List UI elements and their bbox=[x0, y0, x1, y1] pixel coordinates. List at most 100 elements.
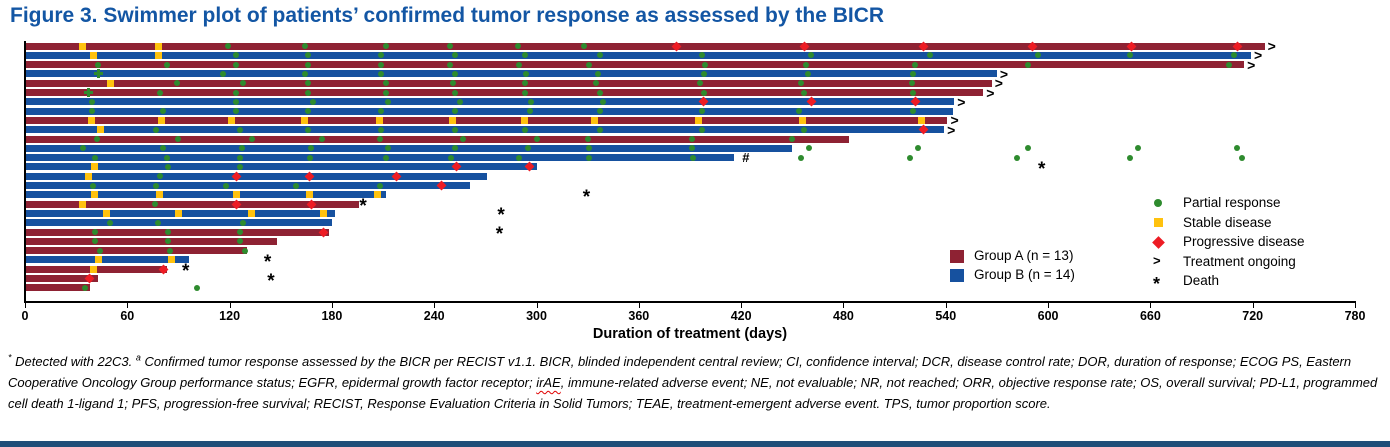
marker-partial-response bbox=[165, 229, 172, 235]
marker-partial-response bbox=[460, 136, 467, 142]
marker-partial-response bbox=[1024, 61, 1031, 68]
marker-partial-response bbox=[516, 61, 523, 68]
treatment-ongoing-arrow: > bbox=[1247, 56, 1256, 73]
treatment-ongoing-arrow: > bbox=[950, 112, 959, 129]
marker-partial-response bbox=[91, 238, 98, 245]
marker-stable-disease bbox=[106, 79, 114, 87]
patient-bar bbox=[25, 51, 1251, 59]
marker-partial-response bbox=[90, 182, 97, 189]
death-asterisk: * bbox=[263, 251, 272, 273]
marker-partial-response bbox=[305, 108, 312, 115]
marker-partial-response bbox=[514, 43, 521, 49]
patient-bar bbox=[25, 284, 90, 292]
x-tick bbox=[1355, 302, 1356, 308]
marker-partial-response bbox=[153, 126, 160, 133]
marker-stable-disease bbox=[918, 116, 926, 124]
marker-green-plus bbox=[83, 88, 93, 97]
y-axis-line bbox=[24, 41, 26, 301]
x-axis-title: Duration of treatment (days) bbox=[592, 326, 788, 342]
marker-stable-disease bbox=[174, 209, 182, 217]
marker-partial-response bbox=[233, 89, 240, 96]
death-asterisk: * bbox=[181, 261, 190, 283]
marker-partial-response bbox=[236, 238, 243, 245]
marker-partial-response bbox=[908, 80, 915, 87]
marker-partial-response bbox=[596, 108, 603, 115]
marker-partial-response bbox=[160, 145, 167, 152]
marker-stable-disease bbox=[248, 209, 256, 217]
marker-partial-response bbox=[1024, 145, 1031, 152]
marker-partial-response bbox=[378, 108, 385, 115]
marker-stable-disease bbox=[89, 51, 97, 59]
x-tick bbox=[25, 302, 26, 308]
marker-partial-response bbox=[378, 70, 385, 77]
death-asterisk: * bbox=[359, 196, 367, 218]
legend-partial-response-icon bbox=[1154, 199, 1162, 207]
marker-partial-response bbox=[308, 145, 315, 152]
marker-partial-response bbox=[305, 126, 312, 133]
marker-partial-response bbox=[236, 154, 243, 161]
marker-partial-response bbox=[586, 154, 593, 161]
marker-partial-response bbox=[593, 80, 600, 87]
marker-partial-response bbox=[516, 154, 523, 161]
marker-partial-response bbox=[927, 52, 934, 59]
footnote-text: , immune-related adverse event; NE, not … bbox=[8, 375, 1378, 411]
legend-sd-label: Stable disease bbox=[1183, 214, 1272, 230]
patient-bar bbox=[25, 42, 1265, 50]
patient-bar bbox=[25, 182, 471, 189]
marker-stable-disease bbox=[306, 191, 314, 199]
death-asterisk: * bbox=[1037, 158, 1046, 180]
patient-bar bbox=[25, 89, 984, 96]
marker-partial-response bbox=[526, 108, 533, 115]
marker-partial-response bbox=[451, 52, 458, 59]
marker-partial-response bbox=[451, 70, 458, 77]
patient-bar bbox=[25, 79, 992, 87]
marker-partial-response bbox=[93, 136, 100, 142]
x-tick bbox=[1252, 302, 1254, 308]
x-tick bbox=[638, 302, 640, 308]
marker-partial-response bbox=[1126, 52, 1133, 59]
marker-stable-disease bbox=[154, 51, 162, 59]
marker-partial-response bbox=[310, 98, 317, 105]
patient-bar bbox=[25, 107, 953, 115]
treatment-ongoing-arrow: > bbox=[1267, 38, 1276, 54]
marker-partial-response bbox=[160, 108, 167, 115]
marker-partial-response bbox=[521, 89, 528, 96]
marker-stable-disease bbox=[157, 116, 165, 124]
marker-partial-response bbox=[915, 145, 922, 152]
marker-stable-disease bbox=[84, 172, 92, 180]
marker-partial-response bbox=[385, 98, 392, 105]
marker-partial-response bbox=[318, 136, 325, 142]
marker-partial-response bbox=[451, 89, 458, 96]
marker-partial-response bbox=[305, 52, 312, 59]
marker-partial-response bbox=[301, 43, 308, 49]
x-tick bbox=[331, 302, 333, 308]
marker-partial-response bbox=[449, 80, 456, 87]
marker-stable-disease bbox=[89, 265, 97, 273]
marker-partial-response bbox=[79, 145, 86, 152]
marker-partial-response bbox=[521, 80, 528, 87]
treatment-ongoing-arrow: > bbox=[957, 93, 966, 110]
marker-partial-response bbox=[586, 61, 593, 68]
x-tick-label: 120 bbox=[219, 309, 241, 323]
marker-partial-response bbox=[238, 145, 245, 152]
marker-partial-response bbox=[446, 61, 453, 68]
x-tick-label: 0 bbox=[21, 309, 29, 323]
patient-bar bbox=[25, 228, 329, 236]
legend-group-a-swatch bbox=[950, 250, 964, 263]
marker-partial-response bbox=[156, 89, 163, 96]
x-tick bbox=[945, 302, 947, 308]
marker-partial-response bbox=[698, 126, 705, 133]
marker-partial-response bbox=[95, 61, 102, 68]
marker-stable-disease bbox=[103, 209, 111, 217]
marker-partial-response bbox=[153, 182, 160, 189]
patient-bar bbox=[25, 247, 247, 255]
patient-bar bbox=[25, 98, 955, 106]
marker-partial-response bbox=[1034, 52, 1041, 59]
marker-partial-response bbox=[301, 70, 308, 77]
marker-stable-disease bbox=[319, 209, 327, 217]
marker-partial-response bbox=[376, 136, 383, 142]
footnote-text: Detected with 22C3. bbox=[11, 354, 136, 369]
marker-partial-response bbox=[236, 163, 243, 170]
marker-partial-response bbox=[808, 52, 815, 59]
